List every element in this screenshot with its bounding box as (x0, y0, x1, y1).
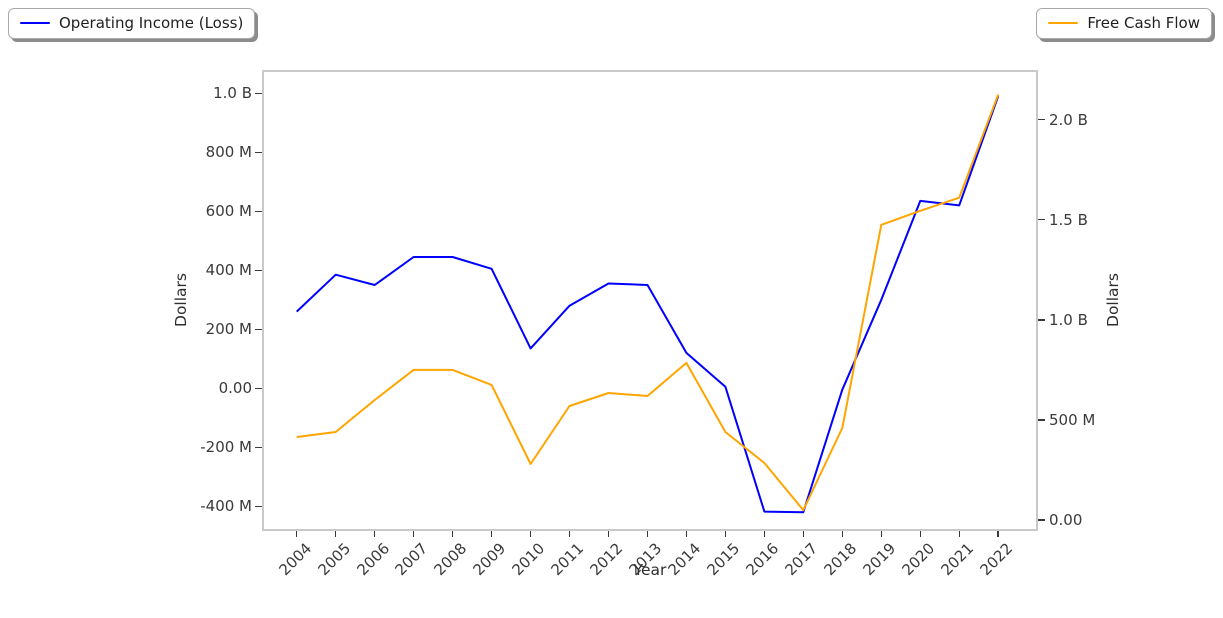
left-axis-tick-mark (255, 92, 262, 94)
x-axis-tick-mark (490, 531, 493, 537)
x-axis-tick-label: 2017 (781, 539, 822, 580)
x-axis-tick-label: 2020 (898, 539, 939, 580)
left-axis-tick-label: -200 M (200, 438, 252, 457)
x-axis-tick-label: 2018 (820, 539, 861, 580)
operating-income-line (296, 95, 1000, 514)
left-axis-tick-label: 400 M (205, 261, 252, 280)
x-axis-tick-mark (296, 531, 298, 537)
x-axis-tick-mark (763, 531, 766, 537)
y-axis-label-left: Dollars (172, 273, 190, 327)
x-axis-tick-label: 2015 (703, 539, 744, 580)
x-axis-tick-mark (412, 531, 415, 537)
x-axis-tick-mark (451, 531, 454, 537)
x-axis-tick-mark (841, 531, 843, 537)
left-axis-tick-label: 800 M (205, 143, 252, 162)
x-axis-tick-mark (919, 531, 921, 537)
right-axis-tick-mark (1038, 419, 1045, 421)
right-axis-tick-label: 500 M (1049, 410, 1096, 429)
x-axis-tick-mark (685, 531, 688, 537)
chart-canvas (296, 94, 1000, 514)
left-axis-tick-mark (255, 505, 262, 507)
x-axis-tick-label: 2006 (352, 539, 393, 580)
x-axis-tick-label: 2016 (742, 539, 783, 580)
legend-operating-income: Operating Income (Loss) (8, 8, 256, 39)
x-axis-label: Year (633, 561, 667, 579)
left-axis-tick-mark (255, 210, 262, 212)
x-axis-tick-mark (724, 531, 727, 537)
left-axis-tick-mark (255, 269, 262, 271)
x-axis-tick-label: 2005 (314, 539, 354, 580)
plot-area (262, 70, 1038, 531)
left-axis-tick-label: 1.0 B (213, 84, 252, 103)
left-axis-tick-mark (255, 328, 262, 330)
operating-income-legend-line-icon (20, 21, 50, 25)
left-axis-tick-mark (255, 446, 262, 448)
right-axis-tick-label: 2.0 B (1049, 110, 1088, 129)
x-axis-tick-mark (880, 531, 882, 537)
x-axis-tick-label: 2014 (664, 539, 705, 580)
x-axis-tick-mark (568, 531, 571, 537)
free-cash-flow-line (296, 94, 1000, 512)
x-axis-tick-mark (997, 531, 999, 537)
right-axis-tick-label: 1.5 B (1049, 210, 1088, 229)
right-axis-tick-mark (1038, 319, 1045, 321)
x-axis-tick-label: 2012 (586, 539, 627, 580)
y-axis-label-right: Dollars (1104, 273, 1122, 327)
x-axis-tick-mark (958, 531, 960, 537)
x-axis-tick-label: 2004 (275, 539, 315, 580)
x-axis-tick-mark (802, 531, 805, 537)
x-axis-tick-label: 2021 (937, 539, 978, 580)
legend-free-cash-flow-label: Free Cash Flow (1087, 14, 1200, 32)
legend-free-cash-flow: Free Cash Flow (1036, 8, 1212, 39)
right-axis-tick-label: 0.00 (1049, 511, 1083, 530)
free-cash-flow-legend-line-icon (1048, 21, 1079, 25)
left-axis-tick-label: 600 M (205, 202, 252, 221)
right-axis-tick-mark (1038, 219, 1045, 221)
left-axis-tick-label: 0.00 (218, 379, 252, 398)
x-axis-tick-mark (373, 531, 376, 537)
x-axis-tick-mark (646, 531, 649, 537)
x-axis-tick-label: 2007 (391, 539, 432, 580)
left-axis-tick-label: -400 M (200, 497, 252, 516)
x-axis-tick-mark (607, 531, 610, 537)
left-axis-tick-label: 200 M (205, 320, 252, 339)
left-axis-tick-mark (255, 151, 262, 153)
x-axis-tick-label: 2008 (430, 539, 471, 580)
x-axis-tick-label: 2010 (508, 539, 549, 580)
x-axis-tick-label: 2011 (547, 539, 588, 580)
x-axis-tick-mark (529, 531, 532, 537)
right-axis-tick-label: 1.0 B (1049, 310, 1088, 329)
x-axis-tick-mark (335, 531, 337, 537)
x-axis-tick-label: 2009 (469, 539, 510, 580)
legend-operating-income-label: Operating Income (Loss) (59, 14, 244, 32)
left-axis-tick-mark (255, 387, 262, 389)
right-axis-tick-mark (1038, 519, 1045, 521)
right-axis-tick-mark (1038, 118, 1045, 121)
x-axis-tick-label: 2019 (859, 539, 900, 580)
x-axis-tick-label: 2022 (976, 539, 1017, 580)
